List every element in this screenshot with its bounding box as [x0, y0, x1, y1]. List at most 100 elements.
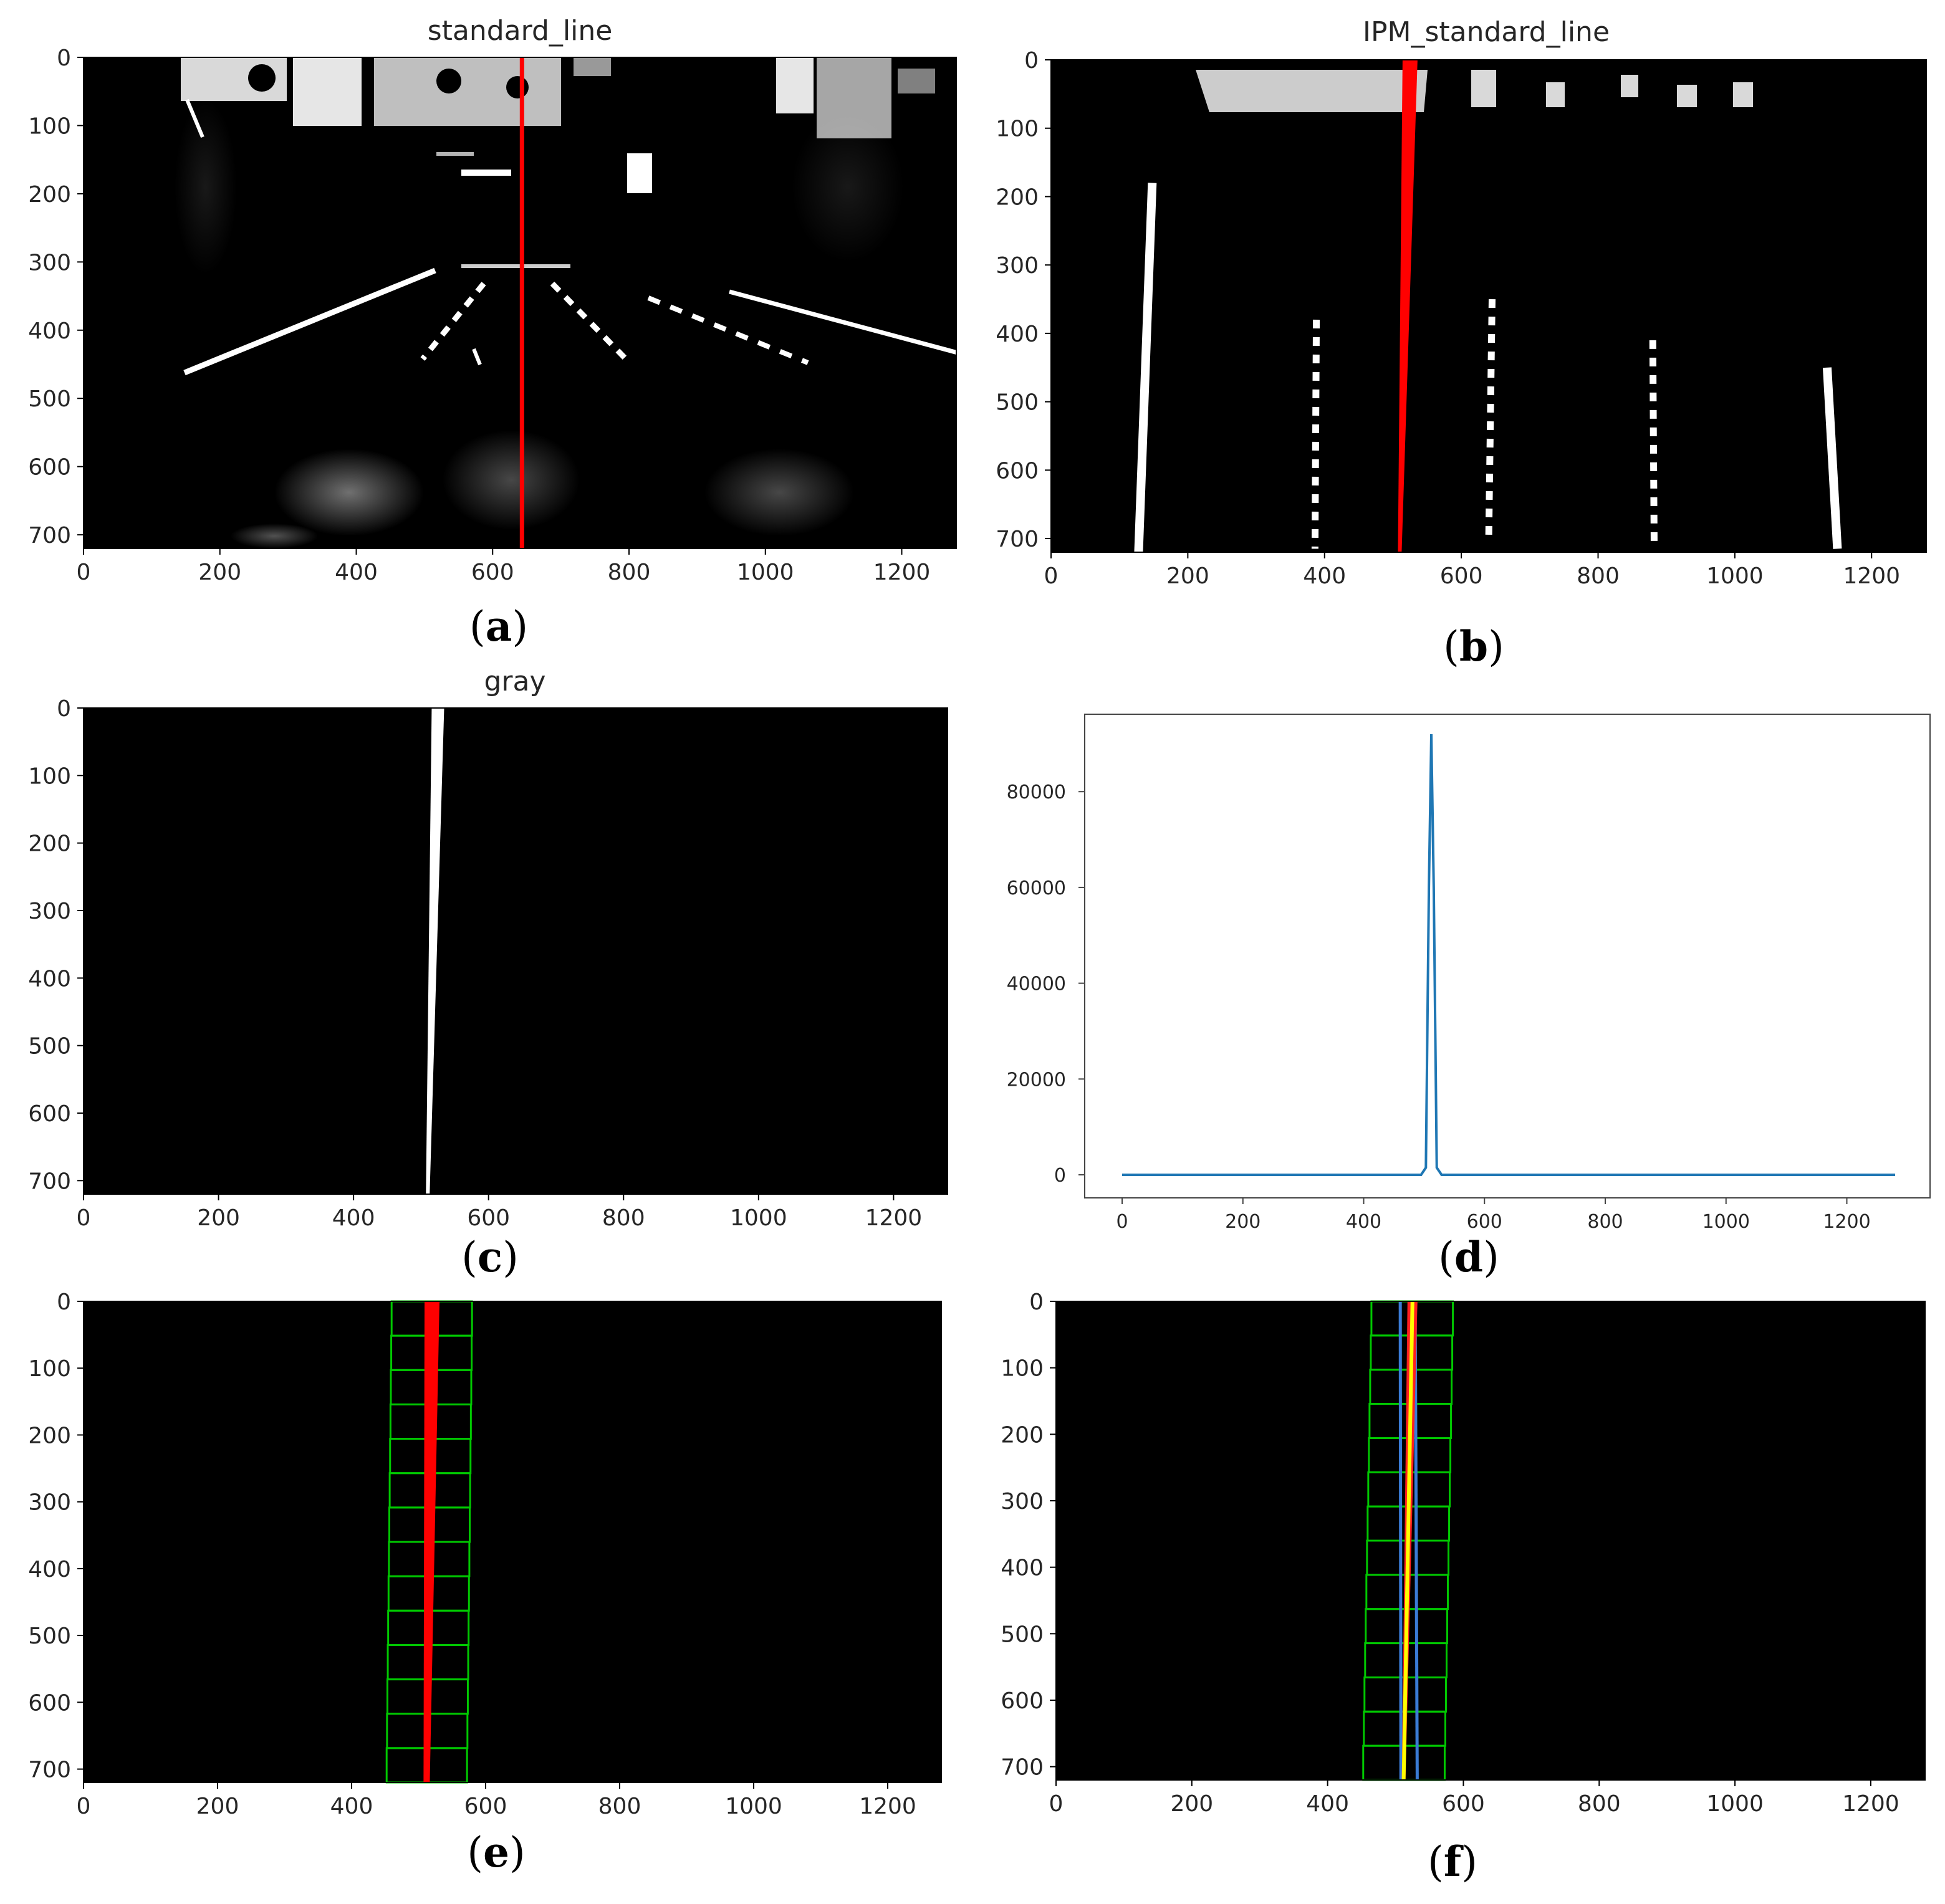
panel-a: standard_line: [28, 15, 958, 651]
x-tick-label: 200: [1166, 563, 1209, 589]
x-tick-label: 800: [1577, 563, 1620, 589]
y-tick-label: 0: [1029, 1289, 1044, 1315]
x-tick-label: 400: [1303, 563, 1346, 589]
y-tick-label: 0: [57, 1289, 71, 1315]
panel-e-caption: (e): [467, 1828, 526, 1877]
panel-a-caption: (a): [469, 602, 528, 651]
panel-d-plot-area: [1084, 714, 1931, 1198]
y-tick-label: 500: [996, 390, 1039, 416]
x-tick-label: 600: [1442, 1791, 1485, 1817]
y-tick-label: 400: [28, 1557, 71, 1582]
panel-f-yellow-fit: [1401, 1301, 1414, 1781]
y-tick-label: 200: [28, 182, 71, 208]
panel-b-caption: (b): [1443, 622, 1504, 671]
y-tick-label: 0: [57, 45, 71, 71]
x-tick-label: 1200: [873, 560, 931, 585]
panel-c-x-axis: 0 200 400 600 800 1000 1200: [77, 1194, 923, 1231]
y-tick-label: 300: [28, 899, 71, 924]
x-tick-label: 1000: [730, 1205, 787, 1231]
x-tick-label: 1000: [1702, 1211, 1750, 1233]
panel-a-image: [84, 57, 958, 548]
y-tick-label: 200: [996, 184, 1039, 210]
panel-b-lanes: [1134, 183, 1842, 553]
y-tick-label: 0: [1054, 1165, 1066, 1187]
panel-b-frame: [1050, 59, 1927, 553]
panel-b-x-axis: 0 200 400 600 800 1000 1200: [1044, 552, 1900, 589]
panel-f: 0 200 400 600 800 1000 1200 0 100 200 300 400 500 60…: [1001, 1289, 1926, 1886]
x-tick-label: 1200: [1843, 563, 1900, 589]
x-tick-label: 0: [77, 1794, 91, 1819]
x-tick-label: 400: [330, 1794, 373, 1819]
x-tick-label: 200: [197, 1205, 240, 1231]
x-tick-label: 800: [1587, 1211, 1623, 1233]
x-tick-label: 200: [196, 1794, 239, 1819]
panel-a-frame: [83, 57, 957, 549]
panel-d-caption: (d): [1438, 1233, 1499, 1281]
y-tick-label: 700: [28, 1169, 71, 1194]
y-tick-label: 200: [1001, 1422, 1044, 1448]
x-tick-label: 1200: [865, 1205, 923, 1231]
x-tick-label: 0: [1116, 1211, 1128, 1233]
x-tick-label: 0: [77, 1205, 91, 1231]
y-tick-label: 20000: [1007, 1069, 1066, 1091]
y-tick-label: 0: [57, 696, 71, 722]
x-tick-label: 1200: [1842, 1791, 1899, 1817]
y-tick-label: 100: [1001, 1356, 1044, 1382]
panel-b: IPM_standard_line 0 200 400 600 800 1000 1200 …: [996, 16, 1927, 671]
x-tick-label: 600: [1440, 563, 1483, 589]
y-tick-label: 600: [28, 1690, 71, 1716]
y-tick-label: 300: [1001, 1489, 1044, 1514]
x-tick-label: 400: [1346, 1211, 1381, 1233]
y-tick-label: 100: [28, 113, 71, 139]
panel-c-title: gray: [484, 666, 545, 697]
y-tick-label: 40000: [1007, 974, 1066, 995]
panel-a-x-axis: 0 200 400 600 800 1000 1200: [77, 548, 931, 585]
panel-d-x-axis: 0 200 400 600 800 1000 1200: [1116, 1198, 1871, 1233]
panel-f-frame: [1055, 1301, 1926, 1781]
y-tick-label: 500: [1001, 1622, 1044, 1647]
panel-c: gray 0 200 400 600 800 1000 1200 0 100 200 300 400…: [28, 666, 948, 1281]
lane-marking: [1134, 183, 1157, 553]
x-tick-label: 1000: [737, 560, 794, 585]
panel-f-blue-fit-left: [1398, 1301, 1403, 1781]
x-tick-label: 400: [1306, 1791, 1349, 1817]
x-tick-label: 1200: [1823, 1211, 1870, 1233]
y-tick-label: 80000: [1007, 782, 1066, 803]
x-tick-label: 400: [335, 560, 378, 585]
panel-f-blue-fit-right: [1413, 1301, 1419, 1781]
panel-b-y-axis: 0 100 200 300 400 500 600 700: [996, 48, 1051, 552]
y-tick-label: 0: [1024, 48, 1039, 74]
panel-f-y-axis: 0 100 200 300 400 500 600 700: [1001, 1289, 1056, 1781]
y-tick-label: 400: [996, 322, 1039, 347]
x-tick-label: 800: [602, 1205, 645, 1231]
histogram-line: [1122, 734, 1895, 1176]
lane-marking: [1311, 319, 1320, 549]
x-tick-label: 600: [471, 560, 514, 585]
y-tick-label: 700: [1001, 1755, 1044, 1781]
panel-b-red-line: [1398, 60, 1418, 552]
panel-b-image: [1051, 60, 1926, 553]
y-tick-label: 300: [996, 253, 1039, 279]
x-tick-label: 800: [1578, 1791, 1621, 1817]
y-tick-label: 300: [28, 250, 71, 275]
panel-f-caption: (f): [1428, 1837, 1477, 1886]
x-tick-label: 800: [608, 560, 651, 585]
panel-b-title: IPM_standard_line: [1363, 16, 1610, 48]
panel-a-y-axis: 0 100 200 300 400 500 600 700: [28, 45, 84, 548]
y-tick-label: 200: [28, 1423, 71, 1448]
y-tick-label: 200: [28, 831, 71, 857]
panel-f-x-axis: 0 200 400 600 800 1000 1200: [1049, 1780, 1899, 1817]
panel-d: 0 200 400 600 800 1000 1200 0 20000 40000 60000 80…: [1007, 714, 1931, 1281]
panel-f-image: [1056, 1300, 1925, 1781]
lane-marking: [1485, 299, 1496, 542]
y-tick-label: 700: [996, 527, 1039, 552]
x-tick-label: 1000: [1706, 563, 1764, 589]
panel-c-caption: (c): [461, 1233, 519, 1281]
x-tick-label: 1000: [725, 1794, 782, 1819]
panel-e: 0 200 400 600 800 1000 1200 0 100 200 300 400 500 60…: [28, 1289, 942, 1877]
y-tick-label: 100: [28, 763, 71, 789]
panel-c-image: [84, 708, 948, 1194]
y-tick-label: 700: [28, 1758, 71, 1783]
y-tick-label: 400: [1001, 1556, 1044, 1581]
